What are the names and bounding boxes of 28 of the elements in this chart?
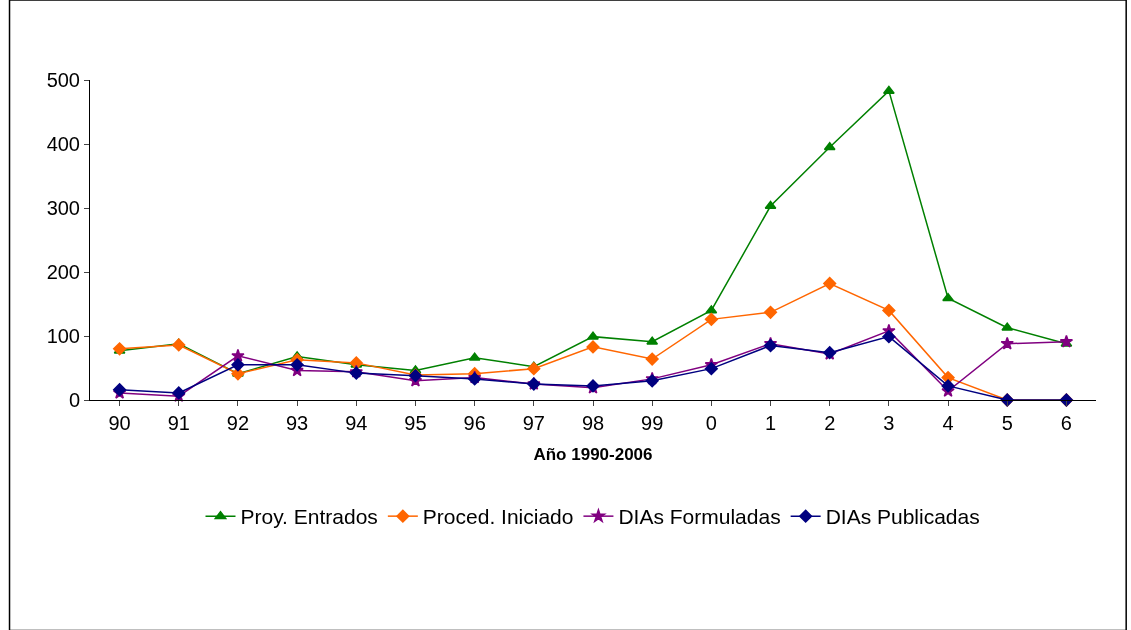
legend-label: Proced. Iniciado (422, 505, 574, 529)
x-tick-label: 4 (942, 412, 954, 434)
x-tick-label: 99 (641, 412, 664, 434)
x-axis-title: Año 1990-2006 (533, 445, 653, 465)
x-tick-label: 90 (108, 412, 131, 434)
x-tick-label: 2 (824, 412, 836, 434)
y-tick-label: 300 (46, 197, 80, 219)
x-tick-label: 94 (345, 412, 368, 434)
legend-label: DIAs Publicadas (825, 505, 980, 529)
x-tick-label: 98 (581, 412, 605, 434)
y-tick-label: 500 (46, 69, 80, 91)
x-tick-label: 5 (1001, 412, 1013, 434)
y-tick-label: 400 (46, 133, 80, 155)
x-tick-label: 3 (883, 412, 895, 434)
x-tick-label: 0 (705, 412, 717, 434)
y-tick-label: 0 (68, 389, 80, 411)
y-tick-label: 200 (46, 261, 80, 283)
x-tick-label: 97 (522, 412, 545, 434)
x-tick-label: 92 (226, 412, 250, 434)
y-tick-label: 100 (46, 325, 80, 347)
legend-label: Proy. Entrados (240, 505, 378, 529)
x-tick-label: 6 (1060, 412, 1072, 434)
x-tick-label: 91 (167, 412, 190, 434)
x-tick-label: 95 (404, 412, 427, 434)
x-tick-label: 93 (285, 412, 309, 434)
x-tick-label: 96 (463, 412, 486, 434)
legend-label: DIAs Formuladas (618, 505, 781, 529)
x-tick-label: 1 (764, 412, 777, 434)
